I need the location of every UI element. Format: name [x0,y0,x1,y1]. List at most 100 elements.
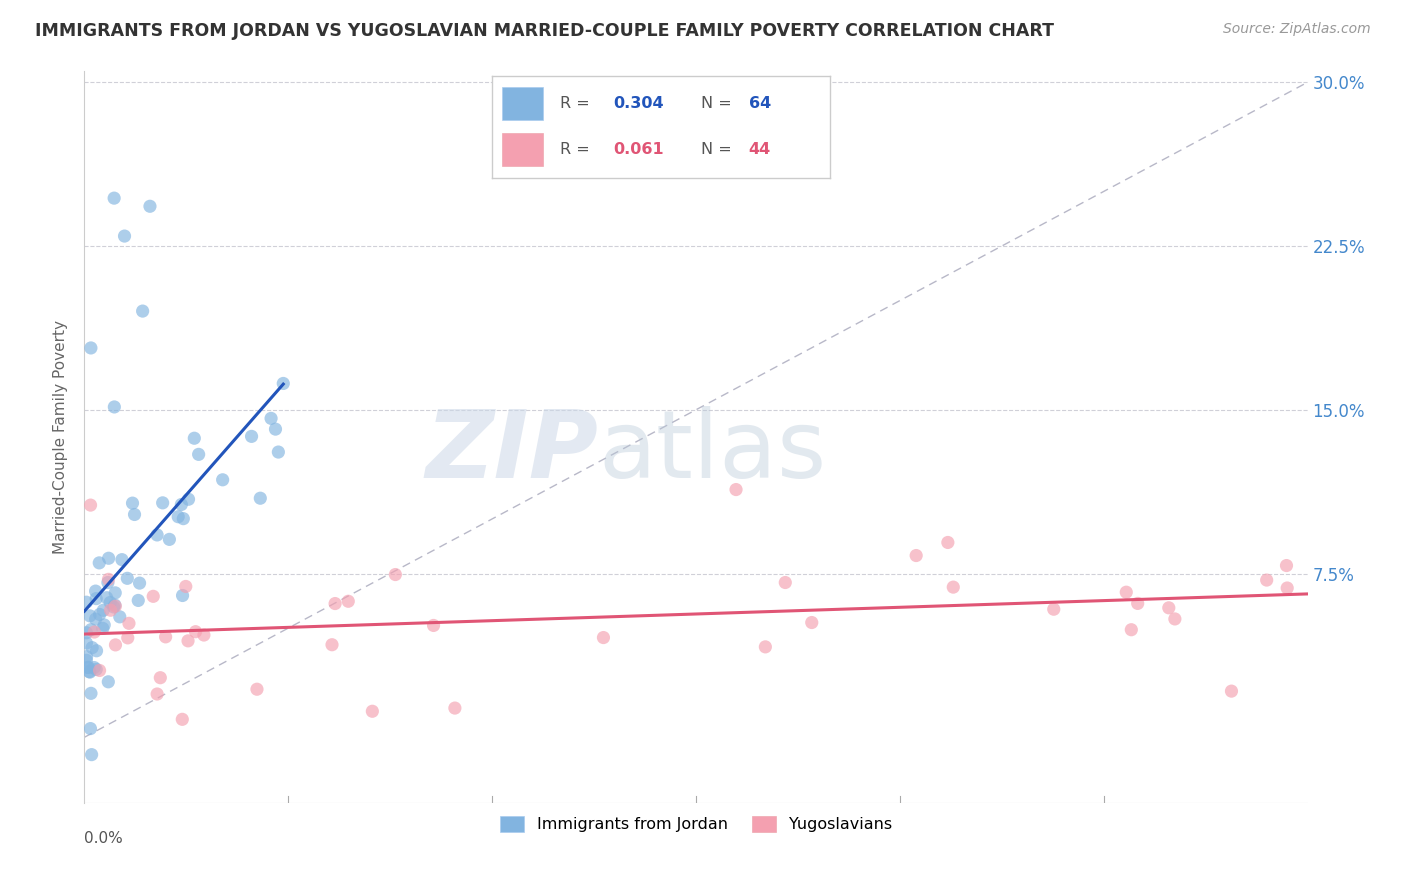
Point [117,571,139,585]
Point [174,579,197,593]
Point [321,638,343,652]
Point [93,618,115,632]
Point [1164,612,1187,626]
Point [323,597,346,611]
Y-axis label: Married-Couple Family Poverty: Married-Couple Family Poverty [53,320,69,554]
Point [246,682,269,697]
Point [800,615,823,630]
Point [384,567,406,582]
Text: Source: ZipAtlas.com: Source: ZipAtlas.com [1223,22,1371,37]
Point [146,687,169,701]
Point [89,664,111,678]
Point [118,616,141,631]
Point [170,498,193,512]
Point [177,492,200,507]
Point [1157,600,1180,615]
Point [127,593,149,607]
Point [121,496,143,510]
Point [172,511,194,525]
Point [97,674,120,689]
Text: 0.061: 0.061 [613,142,664,157]
Text: 44: 44 [748,142,770,157]
Point [89,607,111,622]
Legend: Immigrants from Jordan, Yugoslavians: Immigrants from Jordan, Yugoslavians [494,809,898,838]
Point [139,199,162,213]
Point [1126,596,1149,610]
Point [754,640,776,654]
Point [152,496,174,510]
Point [84,612,107,626]
Text: 0.0%: 0.0% [84,830,124,846]
Point [104,598,127,612]
Point [75,653,97,667]
Text: R =: R = [560,96,589,111]
Point [249,491,271,506]
Point [271,376,294,391]
Point [76,649,98,664]
Text: R =: R = [560,142,589,157]
Point [422,618,444,632]
Point [183,431,205,445]
Point [1121,623,1143,637]
Point [131,304,153,318]
Point [75,625,97,640]
Point [79,498,101,512]
Point [97,575,120,590]
Point [172,589,194,603]
Point [149,671,172,685]
Point [128,576,150,591]
Point [75,595,97,609]
Point [98,595,121,609]
Point [91,621,114,635]
Point [97,551,120,566]
Point [193,628,215,642]
Point [187,447,209,461]
Point [89,556,111,570]
Point [117,631,139,645]
Point [83,625,105,640]
Text: ZIP: ZIP [425,406,598,498]
Point [211,473,233,487]
Point [80,623,103,637]
Point [108,610,131,624]
Point [100,603,122,617]
Point [172,712,194,726]
Point [146,528,169,542]
Point [103,599,125,614]
Point [83,660,105,674]
Point [80,747,103,762]
Point [97,573,120,587]
Point [444,701,467,715]
Point [361,704,384,718]
Text: 0.304: 0.304 [613,96,664,111]
Text: IMMIGRANTS FROM JORDAN VS YUGOSLAVIAN MARRIED-COUPLE FAMILY POVERTY CORRELATION : IMMIGRANTS FROM JORDAN VS YUGOSLAVIAN MA… [35,22,1054,40]
Point [82,640,104,655]
Point [114,229,136,244]
Point [167,509,190,524]
Point [142,590,165,604]
Point [96,591,118,605]
Point [775,575,797,590]
Point [86,644,108,658]
Point [592,631,614,645]
Point [1275,558,1298,573]
Point [80,686,103,700]
Point [1277,581,1299,595]
Text: atlas: atlas [598,406,827,498]
Point [240,429,263,443]
Point [1042,602,1064,616]
Point [103,191,125,205]
Point [111,552,134,566]
Point [157,533,180,547]
Point [260,411,283,425]
Point [724,483,747,497]
Point [155,630,177,644]
Point [177,633,200,648]
Point [79,722,101,736]
Point [124,508,146,522]
Text: 64: 64 [748,96,770,111]
Point [76,660,98,674]
Point [337,594,360,608]
Point [104,586,127,600]
Point [91,603,114,617]
